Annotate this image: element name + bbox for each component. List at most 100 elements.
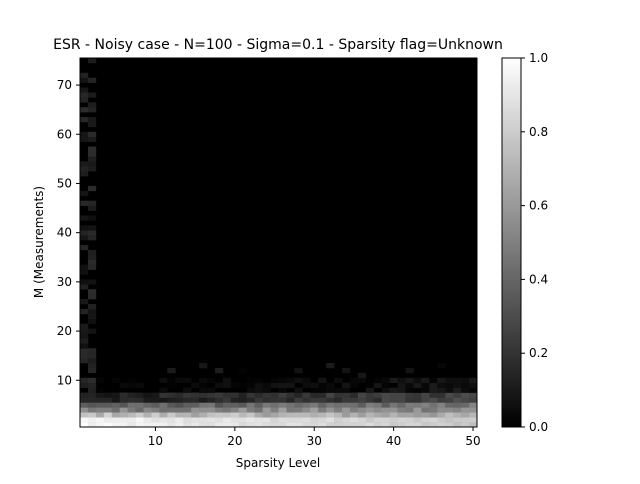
heatmap-cell [349,392,359,398]
heatmap-cell [151,417,160,423]
heatmap-cell [230,407,240,413]
heatmap-cell [270,422,279,428]
heatmap-cell [286,397,295,403]
heatmap-cell [175,402,184,408]
heatmap-cell [342,382,351,388]
heatmap-cell [453,387,462,393]
heatmap-cell [453,397,462,403]
heatmap-cell [80,308,89,315]
heatmap-cell [87,358,97,364]
heatmap-cell [262,387,271,393]
heatmap-cell [191,402,200,408]
heatmap-cell [103,392,113,398]
heatmap-cell [87,107,97,113]
heatmap-cell [469,377,478,384]
heatmap-cell [334,412,343,418]
heatmap-cell [334,392,343,398]
heatmap-cell [294,422,303,428]
heatmap-cell [421,392,430,398]
heatmap-cell [397,377,406,384]
heatmap-cell [87,225,97,231]
heatmap-cell [95,417,105,423]
heatmap-cell [310,417,319,423]
heatmap-cell [159,422,168,428]
heatmap-cell [87,185,97,192]
heatmap-cell [87,318,97,324]
heatmap-cell [326,402,335,408]
heatmap-cell [342,407,351,413]
heatmap-cell [80,358,89,364]
heatmap-cell [80,235,89,241]
heatmap-cell [80,161,89,167]
colorbar-tick-label: 0.2 [529,346,548,360]
heatmap-cell [389,402,398,408]
heatmap-cell [103,417,113,423]
heatmap-cell [87,382,97,388]
heatmap-cell [381,377,390,384]
heatmap-cell [175,417,184,423]
heatmap-cell [373,382,383,388]
heatmap-cell [357,412,367,418]
heatmap-cell [175,397,184,403]
heatmap-cell [80,402,89,408]
heatmap-cell [302,422,311,428]
heatmap-cell [286,382,295,388]
heatmap-cell [214,392,224,398]
heatmap-cell [262,422,271,428]
heatmap-cell [342,367,351,374]
heatmap-cell [326,412,335,418]
heatmap-cell [357,407,367,413]
y-tick-label: 10 [57,373,72,387]
heatmap-cell [143,397,152,403]
heatmap-cell [143,417,152,423]
heatmap-cell [183,417,192,423]
heatmap-cell [357,392,367,398]
heatmap-cell [326,363,335,369]
heatmap-cell [318,392,327,398]
heatmap-cell [167,392,176,398]
heatmap-cell [389,412,398,418]
heatmap-cell [238,367,248,374]
heatmap-cell [294,367,303,374]
heatmap-cell [111,407,120,413]
heatmap-cell [413,382,422,388]
heatmap-cell [445,417,454,423]
heatmap-cell [397,387,406,393]
heatmap-cell [349,407,359,413]
heatmap-cell [238,382,248,388]
heatmap-cell [80,392,89,398]
heatmap-cell [87,156,97,162]
heatmap-cell [254,397,263,403]
heatmap-cell [461,392,470,398]
heatmap-cell [373,377,383,384]
heatmap-cell [238,397,248,403]
heatmap-cell [357,377,367,384]
heatmap-cell [127,407,136,413]
heatmap-cell [389,417,398,423]
heatmap-cell [365,397,375,403]
heatmap-cell [453,412,462,418]
heatmap-cell [278,412,287,418]
heatmap-cell [437,382,446,388]
heatmap-cell [461,412,470,418]
heatmap-cell [80,377,89,384]
heatmap-cell [191,422,200,428]
heatmap-cell [191,397,200,403]
heatmap-cell [80,417,89,423]
heatmap-cell [397,412,406,418]
heatmap-cell [445,397,454,403]
heatmap-cell [469,387,478,393]
heatmap-cell [357,417,367,423]
heatmap-cell [214,397,224,403]
heatmap-cell [318,422,327,428]
heatmap-cell [334,417,343,423]
heatmap-cell [413,377,422,384]
heatmap-cell [270,392,279,398]
heatmap-cell [87,235,97,241]
heatmap-cell [302,397,311,403]
heatmap-cell [349,422,359,428]
heatmap-cell [262,417,271,423]
heatmap-cell [80,343,89,349]
heatmap-cell [262,412,271,418]
heatmap-cell [342,402,351,408]
